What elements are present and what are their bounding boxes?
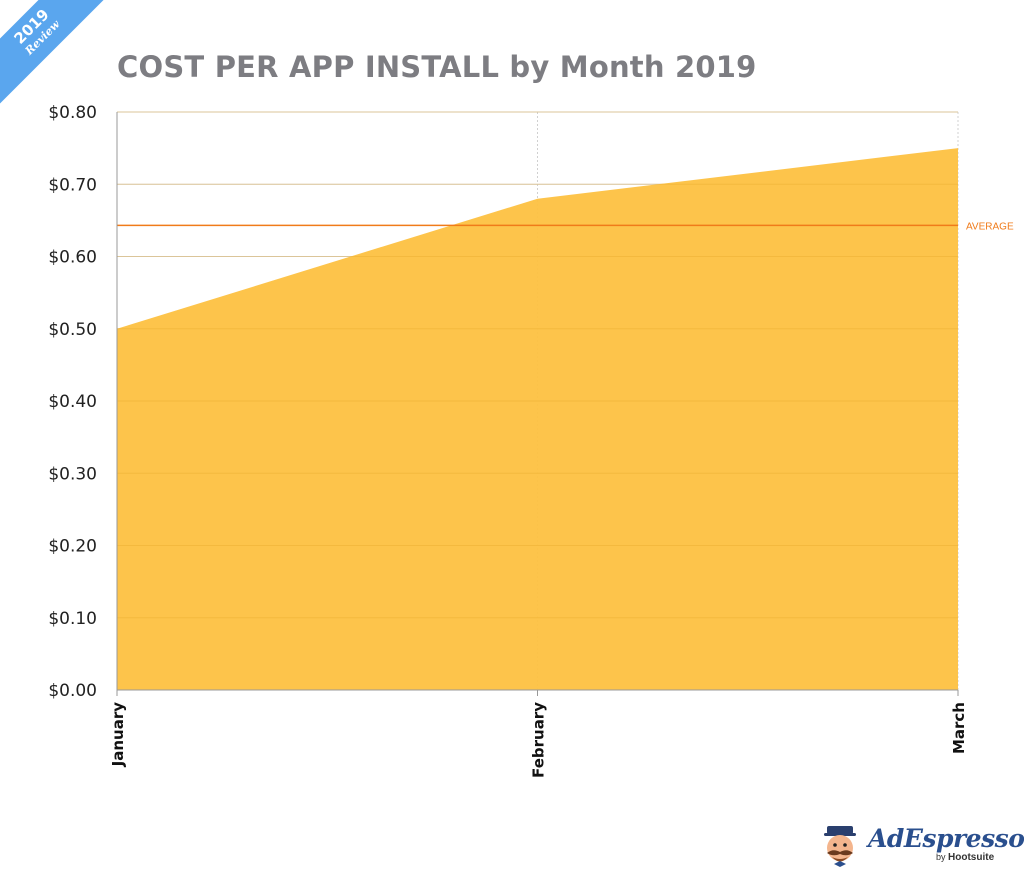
y-tick-label: $0.50 bbox=[48, 320, 97, 340]
mascot-icon bbox=[824, 826, 856, 867]
y-tick-label: $0.20 bbox=[48, 537, 97, 557]
brand-name: AdEspresso bbox=[868, 824, 1024, 853]
y-tick-label: $0.70 bbox=[48, 175, 97, 195]
x-tick-label: March bbox=[950, 702, 968, 754]
y-tick-label: $0.00 bbox=[48, 681, 97, 701]
area-series bbox=[117, 148, 958, 690]
y-tick-label: $0.30 bbox=[48, 464, 97, 484]
y-tick-label: $0.60 bbox=[48, 248, 97, 268]
average-layer: AVERAGE bbox=[117, 221, 1014, 232]
y-tick-label: $0.80 bbox=[48, 103, 97, 123]
adespresso-logo: AdEspresso by Hootsuite bbox=[818, 822, 1024, 868]
y-tick-label: $0.40 bbox=[48, 392, 97, 412]
area-layer bbox=[116, 111, 959, 690]
average-label: AVERAGE bbox=[966, 221, 1014, 232]
brand-by: by bbox=[936, 852, 946, 862]
chart-title: COST PER APP INSTALL by Month 2019 bbox=[117, 50, 757, 84]
x-tick-label: January bbox=[109, 702, 127, 768]
axis-layer: $0.00 $0.10 $0.20 $0.30 $0.40 $0.50 $0.60 $0.70… bbox=[48, 103, 968, 778]
x-tick-label: February bbox=[530, 702, 548, 778]
brand-partner: Hootsuite bbox=[948, 852, 995, 863]
y-tick-label: $0.10 bbox=[48, 609, 97, 629]
brand-byline: by Hootsuite bbox=[936, 852, 994, 863]
